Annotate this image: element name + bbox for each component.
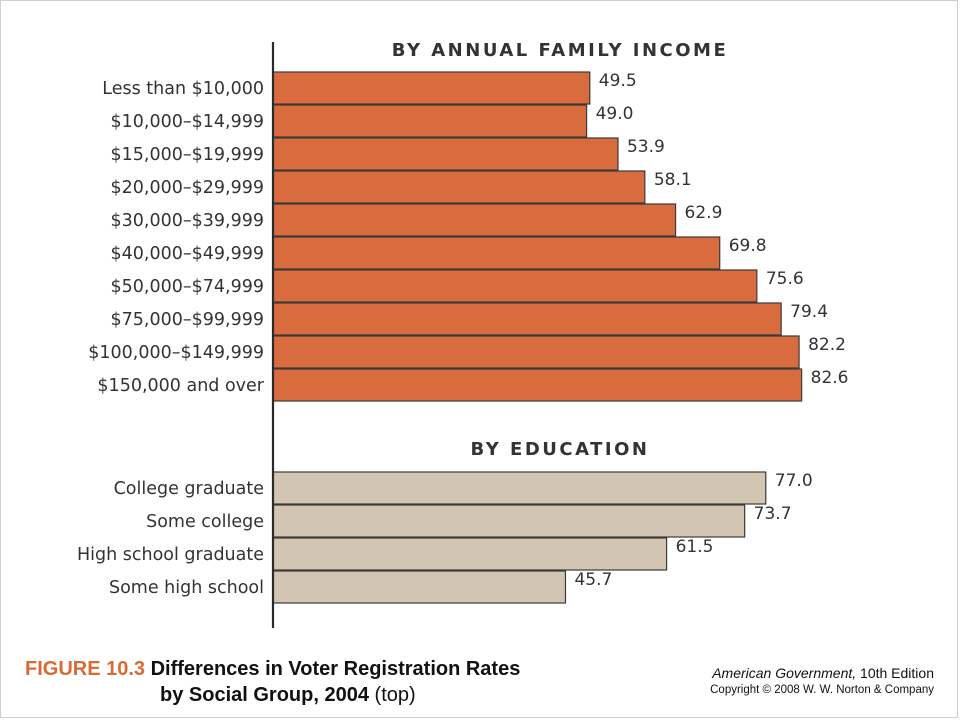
bar <box>272 570 567 604</box>
category-label: College graduate <box>114 479 264 499</box>
bar <box>272 471 767 505</box>
credit-copyright: Copyright © 2008 W. W. Norton & Company <box>710 684 934 696</box>
bar <box>272 236 721 270</box>
value-label: 49.0 <box>596 104 634 124</box>
category-label: $40,000–$49,999 <box>111 244 264 264</box>
value-label: 79.4 <box>790 302 828 322</box>
value-label: 73.7 <box>754 504 792 524</box>
figure-number: FIGURE 10.3 <box>25 658 146 680</box>
bar <box>272 71 591 105</box>
category-label: High school graduate <box>77 545 264 565</box>
caption-line-2: by Social Group, 2004 (top) <box>25 682 585 708</box>
bar <box>272 504 746 538</box>
panel-education: BY EDUCATION College graduate 77.0 Some col… <box>77 439 813 604</box>
bar <box>272 537 668 571</box>
category-label: $10,000–$14,999 <box>111 112 264 132</box>
panel-income: BY ANNUAL FAMILY INCOME Less than $10,000… <box>88 40 849 402</box>
panel-title: BY ANNUAL FAMILY INCOME <box>392 40 729 61</box>
value-label: 53.9 <box>627 137 665 157</box>
bar <box>272 269 758 303</box>
value-label: 58.1 <box>654 170 692 190</box>
figure-caption: FIGURE 10.3 Differences in Voter Registr… <box>25 656 585 708</box>
value-label: 82.2 <box>808 335 846 355</box>
credit-edition: 10th Edition <box>860 665 934 681</box>
caption-line-1: FIGURE 10.3 Differences in Voter Registr… <box>25 656 585 682</box>
caption-suffix: (top) <box>374 684 416 706</box>
bar <box>272 170 646 204</box>
value-label: 77.0 <box>775 471 813 491</box>
voter-registration-chart: BY ANNUAL FAMILY INCOME Less than $10,000… <box>77 40 849 628</box>
category-label: Some high school <box>109 578 264 598</box>
caption-title-line2: by Social Group, 2004 <box>160 684 369 706</box>
bar <box>272 302 782 336</box>
category-label: Some college <box>146 512 264 532</box>
bar <box>272 104 588 138</box>
value-label: 75.6 <box>766 269 804 289</box>
category-label: $50,000–$74,999 <box>111 277 264 297</box>
category-label: $75,000–$99,999 <box>111 310 264 330</box>
caption-title-line1: Differences in Voter Registration Rates <box>150 658 521 680</box>
category-label: $30,000–$39,999 <box>111 211 264 231</box>
category-label: $150,000 and over <box>97 376 264 396</box>
publisher-credit: American Government, 10th Edition Copyri… <box>574 664 934 698</box>
credit-book-title: American Government, <box>712 665 857 681</box>
bar <box>272 368 803 402</box>
value-label: 69.8 <box>729 236 767 256</box>
category-label: $100,000–$149,999 <box>88 343 264 363</box>
bar <box>272 137 619 171</box>
value-label: 45.7 <box>574 570 612 590</box>
panel-title: BY EDUCATION <box>471 439 650 460</box>
category-label: $15,000–$19,999 <box>111 145 264 165</box>
credit-book-line: American Government, 10th Edition <box>574 664 934 682</box>
value-label: 82.6 <box>811 368 849 388</box>
value-label: 49.5 <box>599 71 637 91</box>
value-label: 62.9 <box>685 203 723 223</box>
category-label: Less than $10,000 <box>102 79 264 99</box>
bar <box>272 335 800 369</box>
value-label: 61.5 <box>676 537 714 557</box>
bar <box>272 203 677 237</box>
category-label: $20,000–$29,999 <box>111 178 264 198</box>
